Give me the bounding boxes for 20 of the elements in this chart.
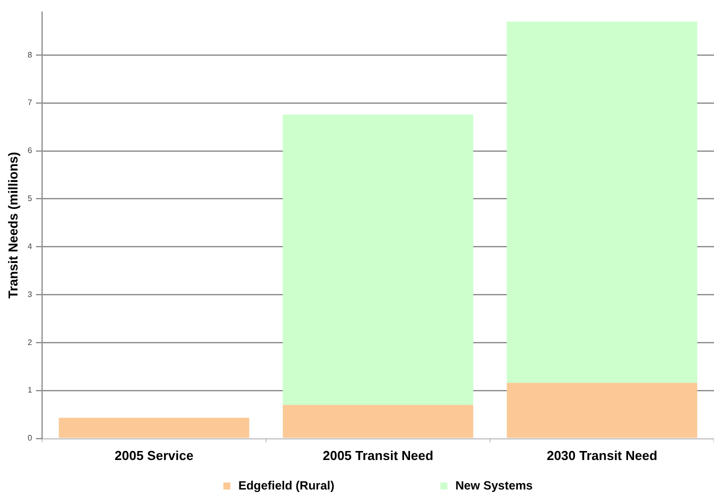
y-tick-label: 3 — [28, 290, 33, 299]
y-tick-label: 1 — [28, 386, 33, 395]
bar — [282, 114, 474, 405]
y-tick-label: 8 — [28, 50, 33, 60]
y-tick-label: 2 — [28, 338, 33, 347]
x-tick-label: 2005 Service — [114, 448, 194, 463]
legend-label: New Systems — [455, 478, 534, 492]
y-tick-label: 4 — [28, 242, 33, 251]
legend-label: Edgefield (Rural) — [238, 478, 334, 492]
y-tick-label: 7 — [28, 98, 33, 108]
y-tick-label: 0 — [28, 434, 33, 443]
x-tick-label: 2030 Transit Need — [546, 448, 658, 463]
bar — [506, 22, 698, 383]
bar — [58, 418, 250, 438]
y-tick-label: 5 — [28, 194, 33, 204]
y-tick-label: 6 — [28, 146, 33, 156]
bar — [506, 382, 698, 438]
bar — [282, 404, 474, 438]
y-axis-title: Transit Needs (millions) — [5, 152, 20, 299]
x-tick-label: 2005 Transit Need — [322, 448, 434, 463]
